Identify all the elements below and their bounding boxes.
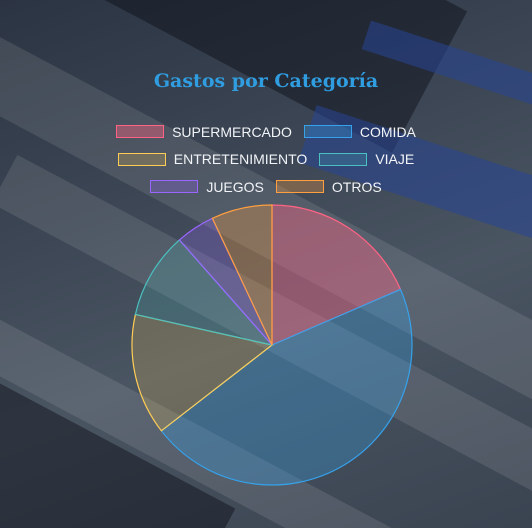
legend-item[interactable]: VIAJE [319,151,414,167]
legend-item[interactable]: JUEGOS [150,179,264,195]
legend-item[interactable]: SUPERMERCADO [116,124,292,140]
legend-item[interactable]: ENTRETENIMIENTO [117,151,308,168]
legend-label: ENTRETENIMIENTO [173,151,308,168]
legend-label: VIAJE [375,151,415,168]
pie-slice-supermercado[interactable] [271,204,402,346]
pie-slice-viaje[interactable] [134,239,274,346]
chart-legend: SUPERMERCADO COMIDA ENTRETENIMIENTO VIAJE JU… [0,118,532,201]
legend-row: JUEGOS OTROS [0,173,532,201]
chart-title: Gastos por Categoría [153,70,379,92]
legend-item[interactable]: OTROS [275,178,382,195]
legend-swatch [319,152,368,166]
legend-swatch [117,152,166,166]
legend-label: OTROS [331,178,382,195]
pie-slice-comida[interactable] [160,288,413,486]
legend-swatch [275,180,324,194]
pie-slice-entretenimiento[interactable] [131,313,274,432]
legend-row: ENTRETENIMIENTO VIAJE [0,146,532,174]
legend-label: JUEGOS [206,178,264,195]
pie-slice-otros[interactable] [211,204,273,346]
legend-swatch [303,125,352,139]
legend-label: SUPERMERCADO [172,123,292,140]
legend-label: COMIDA [359,123,416,140]
legend-item[interactable]: COMIDA [303,123,416,140]
legend-swatch [116,125,165,139]
legend-swatch [150,180,199,194]
legend-row: SUPERMERCADO COMIDA [0,118,532,146]
